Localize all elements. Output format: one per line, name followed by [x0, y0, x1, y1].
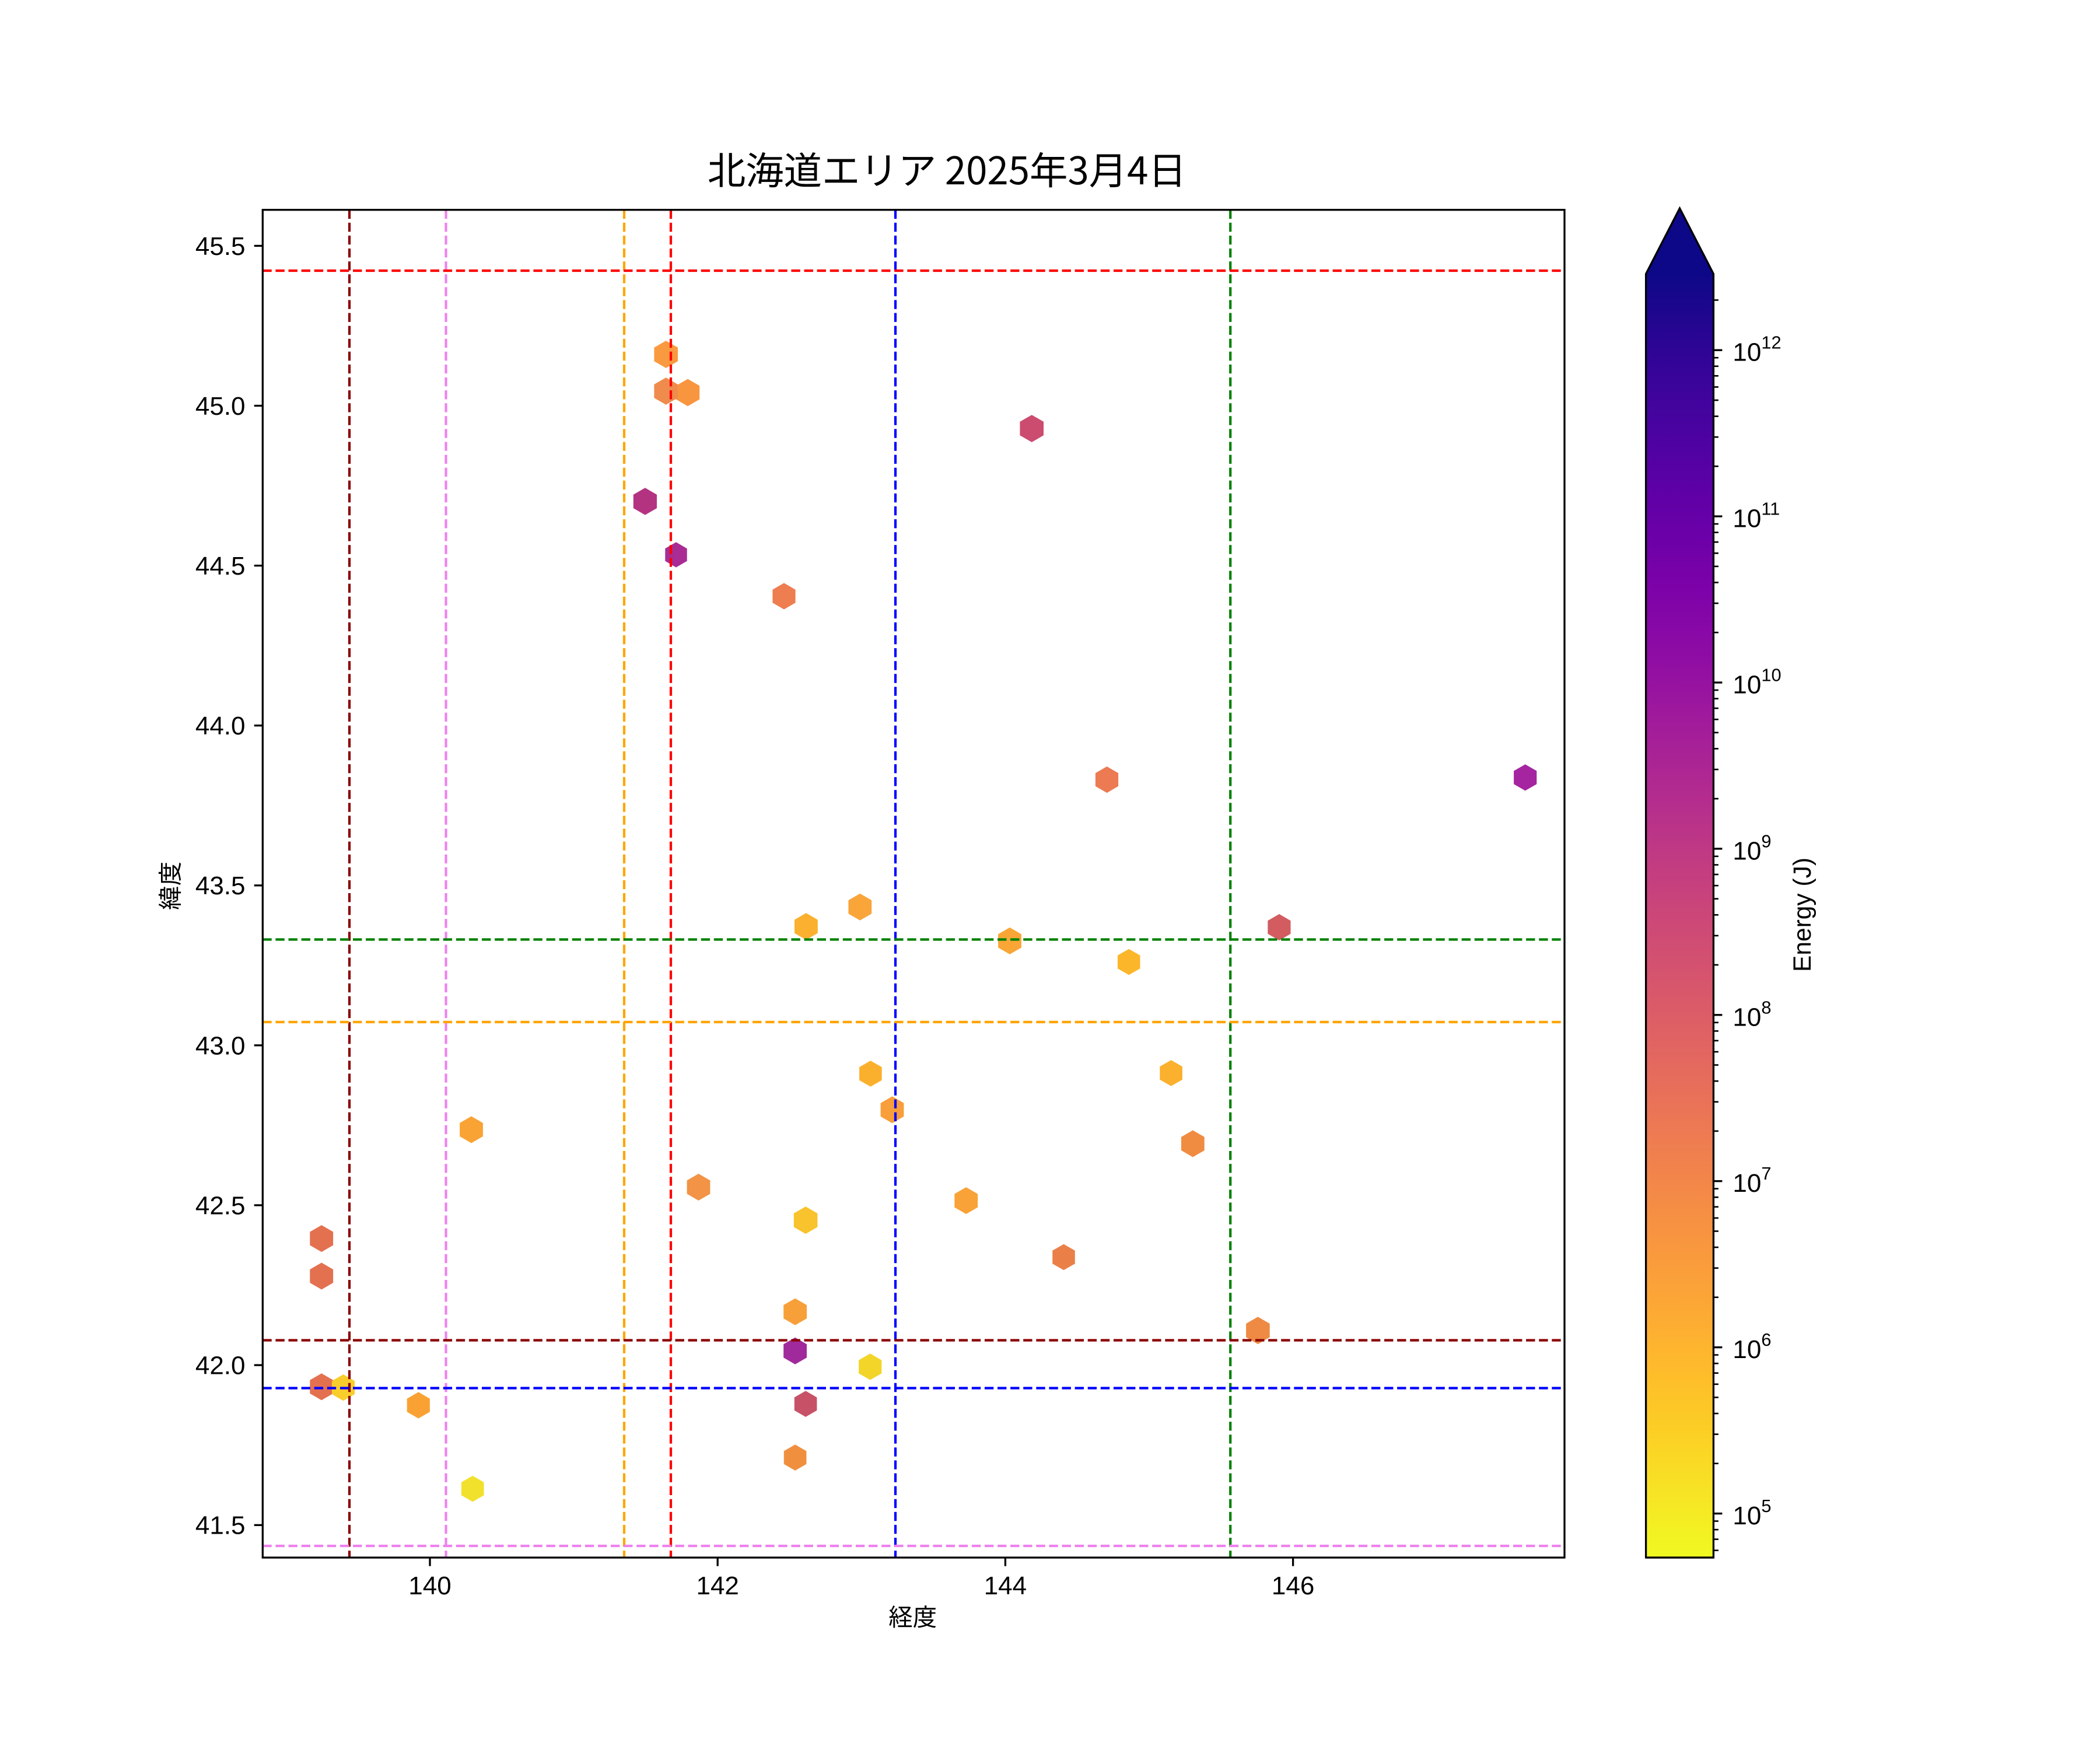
svg-text:44.0: 44.0	[195, 712, 246, 740]
svg-text:140: 140	[408, 1572, 451, 1600]
svg-text:45.0: 45.0	[195, 392, 246, 421]
svg-text:43.0: 43.0	[195, 1031, 246, 1060]
svg-text:42.5: 42.5	[195, 1191, 246, 1220]
svg-text:146: 146	[1272, 1572, 1314, 1600]
svg-text:144: 144	[984, 1572, 1027, 1600]
svg-text:1011: 1011	[1732, 499, 1780, 533]
svg-text:45.5: 45.5	[195, 232, 246, 261]
svg-text:41.5: 41.5	[195, 1511, 246, 1540]
svg-text:142: 142	[696, 1572, 738, 1600]
svg-text:1012: 1012	[1732, 333, 1781, 367]
svg-text:Energy (J): Energy (J)	[1789, 858, 1817, 972]
svg-text:42.0: 42.0	[195, 1352, 246, 1380]
svg-text:108: 108	[1732, 997, 1771, 1031]
svg-text:44.5: 44.5	[195, 552, 246, 580]
svg-text:43.5: 43.5	[195, 872, 246, 900]
